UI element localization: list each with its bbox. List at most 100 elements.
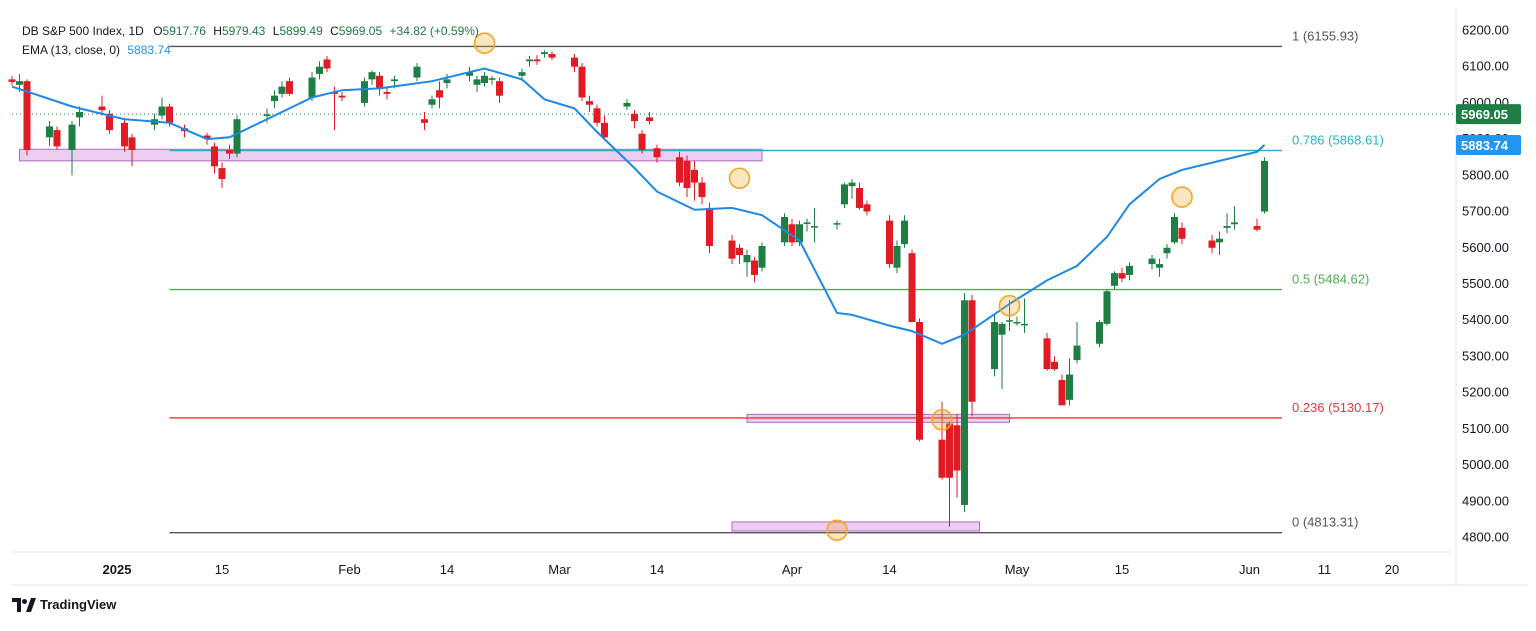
candle-body — [863, 204, 871, 212]
high-label: H — [213, 24, 222, 38]
fib-level-label: 1 (6155.93) — [1292, 28, 1359, 43]
fib-level-label: 0.5 (5484.62) — [1292, 272, 1369, 287]
candle-body — [691, 169, 698, 183]
candle-body — [1013, 322, 1021, 324]
candle-body — [916, 322, 923, 440]
candle-body — [286, 81, 293, 94]
candle-body — [638, 133, 646, 150]
candle-body — [1163, 247, 1171, 254]
candle-body — [788, 224, 796, 243]
candle-body — [376, 75, 383, 89]
y-tick-label: 5700.00 — [1462, 204, 1509, 219]
candle-body — [578, 66, 586, 98]
x-tick-label: 14 — [650, 562, 664, 577]
low-label: L — [272, 24, 280, 38]
candle-body — [968, 300, 976, 402]
high-value: 5979.43 — [221, 24, 266, 38]
close-value: 5969.05 — [338, 24, 383, 38]
candle-body — [23, 81, 31, 150]
candle-body — [278, 86, 286, 94]
support-zone — [19, 148, 763, 162]
candle-body — [53, 130, 61, 147]
x-tick-label: 15 — [215, 562, 229, 577]
candle-body — [271, 95, 278, 102]
open-label: O — [153, 24, 163, 38]
candle-body — [106, 113, 113, 131]
candle-body — [796, 224, 803, 243]
candle-body — [68, 124, 76, 150]
candle-body — [683, 160, 691, 189]
candle-body — [961, 300, 968, 505]
x-tick-label: 2025 — [103, 562, 132, 577]
candle-body — [218, 168, 226, 179]
candle-body — [496, 81, 503, 96]
brand-name: TradingView — [40, 597, 117, 612]
candle-body — [316, 66, 323, 74]
candle-body — [998, 323, 1006, 335]
y-tick-label: 5500.00 — [1462, 276, 1509, 291]
candle-body — [211, 146, 218, 167]
tradingview-brand[interactable]: TradingView — [12, 597, 116, 612]
close-label: C — [330, 24, 339, 38]
candle-body — [368, 72, 376, 80]
x-tick-label: Apr — [782, 562, 803, 577]
candle-body — [226, 150, 233, 154]
x-tick-label: 14 — [882, 562, 896, 577]
candle-body — [841, 184, 848, 205]
candle-body — [1231, 222, 1238, 225]
ema-label[interactable]: EMA (13, close, 0) — [22, 43, 121, 57]
support-zone — [731, 521, 980, 532]
candle-body — [1148, 258, 1156, 265]
highlight-circle — [931, 409, 953, 431]
candle-body — [946, 423, 953, 478]
candle-body — [76, 111, 83, 118]
candle-body — [698, 182, 706, 198]
candle-body — [481, 75, 488, 83]
candle-body — [428, 99, 436, 105]
candle-body — [413, 66, 421, 78]
candle-body — [263, 114, 271, 117]
candle-body — [743, 255, 751, 263]
candle-body — [1021, 323, 1028, 326]
candle-body — [1073, 345, 1081, 361]
candle-body — [8, 79, 16, 82]
candle-body — [736, 247, 743, 256]
candle-body — [1208, 240, 1216, 248]
candle-body — [203, 135, 211, 140]
y-tick-label: 4900.00 — [1462, 493, 1509, 508]
candle-body — [473, 79, 481, 85]
candle-body — [758, 245, 766, 268]
candle-body — [1006, 320, 1013, 322]
y-tick-label: 5600.00 — [1462, 240, 1509, 255]
highlight-circle — [1171, 186, 1193, 208]
symbol-label[interactable]: DB S&P 500 Index, 1D — [22, 24, 144, 38]
highlight-circle — [473, 32, 496, 54]
candle-body — [1103, 291, 1111, 324]
candle-body — [158, 106, 166, 116]
candle-body — [548, 54, 556, 58]
x-tick-label: 15 — [1115, 562, 1129, 577]
candle-body — [338, 95, 346, 98]
candle-body — [676, 157, 683, 183]
candle-body — [833, 223, 841, 225]
chart-legend: DB S&P 500 Index, 1D O5917.76 H5979.43 L… — [22, 22, 479, 60]
ema-price-badge-bg — [1456, 135, 1521, 156]
candle-body — [886, 220, 893, 265]
candle-body — [856, 188, 863, 208]
candle-body — [1216, 238, 1223, 243]
candle-body — [1058, 379, 1066, 406]
candle-body — [601, 122, 608, 138]
candle-body — [391, 79, 398, 82]
x-tick-label: 11 — [1318, 562, 1332, 577]
candle-body — [1171, 217, 1178, 243]
candle-body — [16, 81, 23, 85]
fib-level-label: 0.236 (5130.17) — [1292, 400, 1384, 415]
candle-body — [1261, 160, 1268, 212]
candle-body — [421, 119, 428, 123]
highlight-circle — [998, 294, 1021, 317]
x-tick-label: May — [1005, 562, 1030, 577]
ema-row[interactable]: EMA (13, close, 0) 5883.74 — [22, 41, 479, 60]
ema-value: 5883.74 — [127, 43, 171, 57]
